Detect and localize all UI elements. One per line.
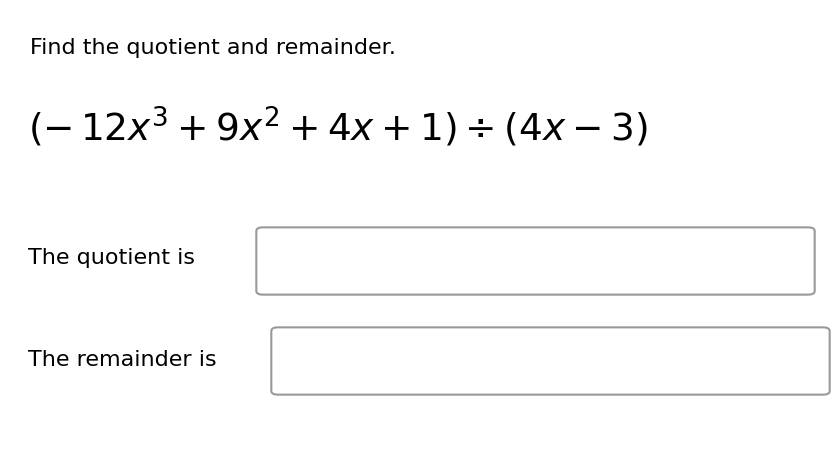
Text: $\left( - \, 12x^3 + 9x^2 + 4x + 1 \right) \div \left( 4x - 3 \right)$: $\left( - \, 12x^3 + 9x^2 + 4x + 1 \righ… xyxy=(28,105,648,149)
FancyBboxPatch shape xyxy=(272,328,829,395)
Text: The quotient is: The quotient is xyxy=(28,248,195,268)
Text: Find the quotient and remainder.: Find the quotient and remainder. xyxy=(30,38,396,58)
FancyBboxPatch shape xyxy=(257,228,815,295)
Text: The remainder is: The remainder is xyxy=(28,349,217,369)
